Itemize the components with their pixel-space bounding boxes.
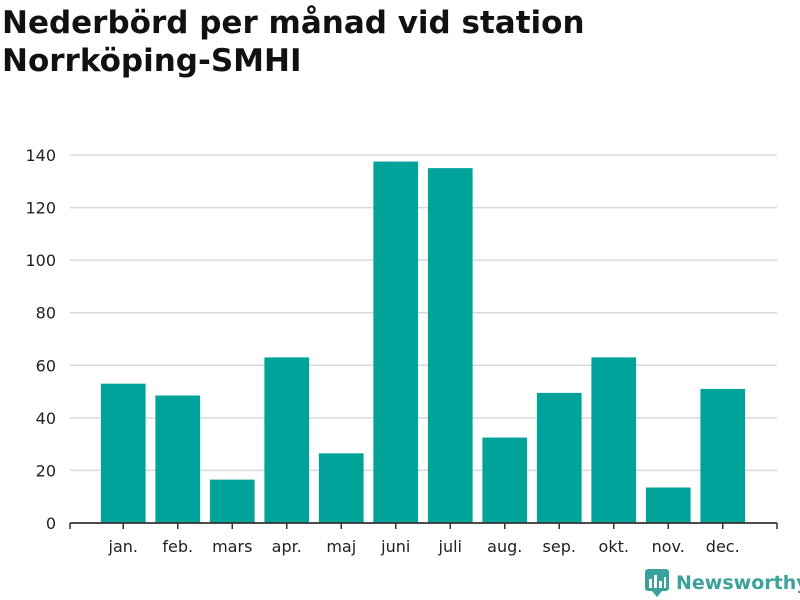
bar-juli <box>427 168 473 523</box>
bar-jan <box>100 383 146 523</box>
x-tick-label: mars <box>212 537 252 556</box>
bar-dec <box>700 388 746 523</box>
bar-feb <box>155 395 201 523</box>
x-tick-label: aug. <box>487 537 522 556</box>
x-tick-label: sep. <box>543 537 576 556</box>
bar-aug <box>482 437 528 523</box>
brand-logo: Newsworthy <box>644 568 800 598</box>
bar-nov <box>645 487 691 523</box>
bars <box>100 161 746 524</box>
y-tick-label: 140 <box>25 146 56 165</box>
x-tick-label: nov. <box>652 537 685 556</box>
x-tick-label: juli <box>438 537 462 556</box>
x-tick-label: juni <box>380 537 410 556</box>
x-tick-label: maj <box>326 537 356 556</box>
bar-apr <box>264 357 310 523</box>
y-tick-label: 60 <box>36 356 56 375</box>
y-tick-label: 40 <box>36 409 56 428</box>
bar-okt <box>591 357 637 523</box>
bar-maj <box>318 453 364 523</box>
x-tick-label: feb. <box>162 537 193 556</box>
bar-sep <box>536 392 582 523</box>
x-tick-label: okt. <box>599 537 629 556</box>
bar-mars <box>209 479 255 523</box>
tick-labels: 0 20 40 60 80 100 120 140 jan. feb. mars apr. maj jun… <box>25 146 739 556</box>
x-tick-label: dec. <box>706 537 740 556</box>
x-tick-label: jan. <box>108 537 138 556</box>
axes <box>69 522 778 529</box>
chart-title: Nederbörd per månad vid station Norrköpi… <box>2 5 585 79</box>
brand-name: Newsworthy <box>676 572 800 594</box>
y-tick-label: 100 <box>25 251 56 270</box>
y-tick-label: 80 <box>36 304 56 323</box>
x-tick-label: apr. <box>272 537 302 556</box>
bar-chart: 0 20 40 60 80 100 120 140 jan. feb. mars apr. maj jun… <box>25 146 778 556</box>
y-tick-label: 0 <box>46 514 56 533</box>
y-tick-label: 120 <box>25 199 56 218</box>
newsworthy-logo-icon <box>645 569 669 597</box>
bar-juni <box>373 161 419 524</box>
y-tick-label: 20 <box>36 461 56 480</box>
